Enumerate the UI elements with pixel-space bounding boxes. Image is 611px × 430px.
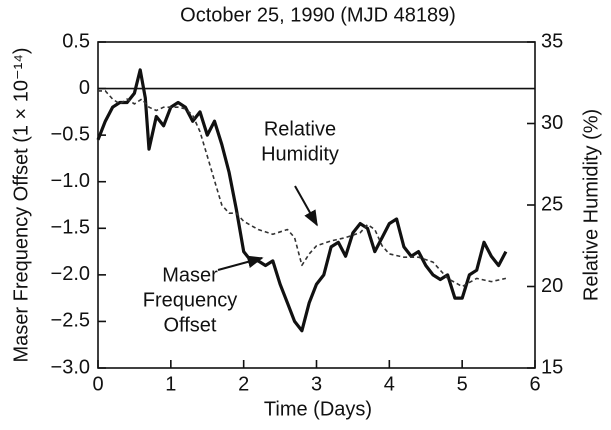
x-tick-label: 6: [529, 373, 540, 395]
annotation: Offset: [164, 314, 217, 336]
y-tick-label: −2.0: [51, 263, 90, 285]
y-tick-label: −1.0: [51, 170, 90, 192]
chart-title: October 25, 1990 (MJD 48189): [180, 4, 456, 26]
y2-tick-label: 15: [541, 356, 563, 378]
y-tick-label: 0: [79, 77, 90, 99]
annotation: Relative: [264, 118, 336, 140]
data-line: [96, 68, 508, 333]
y-tick-label: 0.5: [62, 30, 90, 52]
y2-axis-label: Relative Humidity (%): [580, 109, 602, 301]
y-axis-label: Maser Frequency Offset (1 × 10⁻¹⁴): [10, 47, 32, 362]
y-tick-label: −3.0: [51, 356, 90, 378]
data-line: [98, 90, 507, 288]
annotation-arrow: [294, 185, 318, 227]
y2-tick-label: 20: [541, 275, 563, 297]
y2-tick-label: 30: [541, 112, 563, 134]
y2-tick-label: 25: [541, 193, 563, 215]
y-tick-label: −1.5: [51, 217, 90, 239]
y-tick-label: −2.5: [51, 310, 90, 332]
x-tick-label: 0: [92, 373, 103, 395]
x-tick-label: 5: [457, 373, 468, 395]
annotation: Maser: [162, 264, 218, 286]
x-tick-label: 4: [384, 373, 395, 395]
annotation: Humidity: [261, 143, 339, 165]
y2-tick-label: 35: [541, 30, 563, 52]
annotation: Frequency: [143, 289, 238, 311]
x-tick-label: 2: [238, 373, 249, 395]
x-tick-label: 3: [311, 373, 322, 395]
y-tick-label: −0.5: [51, 123, 90, 145]
x-axis-label: Time (Days): [264, 398, 372, 420]
x-tick-label: 1: [165, 373, 176, 395]
